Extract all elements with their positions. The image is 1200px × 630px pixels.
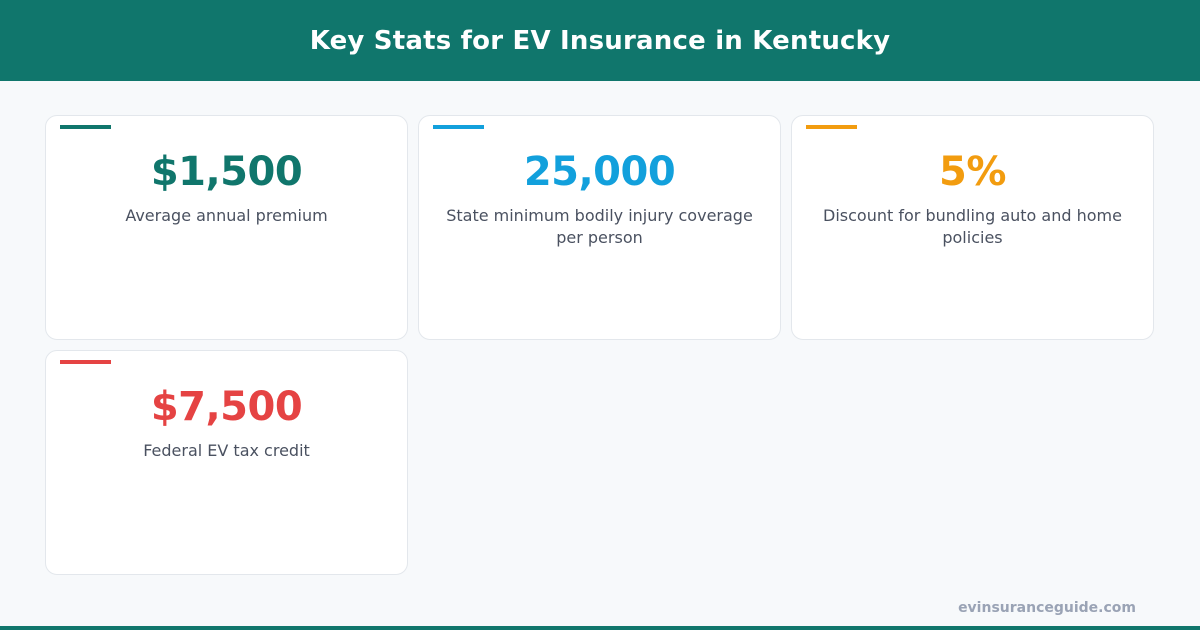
site-credit: evinsuranceguide.com	[958, 600, 1136, 616]
stat-label: Discount for bundling auto and home poli…	[823, 206, 1122, 247]
accent-bar	[433, 125, 484, 129]
accent-bar	[60, 125, 111, 129]
stat-value: 25,000	[523, 149, 676, 195]
stat-card-bundling-discount: 5% Discount for bundling auto and home p…	[791, 115, 1154, 340]
stat-label: Average annual premium	[125, 206, 328, 225]
stat-value: $1,500	[150, 149, 303, 195]
stat-value: $7,500	[150, 384, 303, 430]
header-banner: Key Stats for EV Insurance in Kentucky	[0, 0, 1200, 81]
stat-card-premium: $1,500 Average annual premium	[45, 115, 408, 340]
bottom-bar	[0, 626, 1200, 630]
stat-card-tax-credit: $7,500 Federal EV tax credit	[45, 350, 408, 575]
stat-label: State minimum bodily injury coverage per…	[446, 206, 753, 247]
page-title: Key Stats for EV Insurance in Kentucky	[309, 25, 891, 56]
stat-label: Federal EV tax credit	[143, 441, 310, 460]
stat-value: 5%	[939, 149, 1006, 195]
accent-bar	[806, 125, 857, 129]
stat-card-bodily-injury: 25,000 State minimum bodily injury cover…	[418, 115, 781, 340]
accent-bar	[60, 360, 111, 364]
